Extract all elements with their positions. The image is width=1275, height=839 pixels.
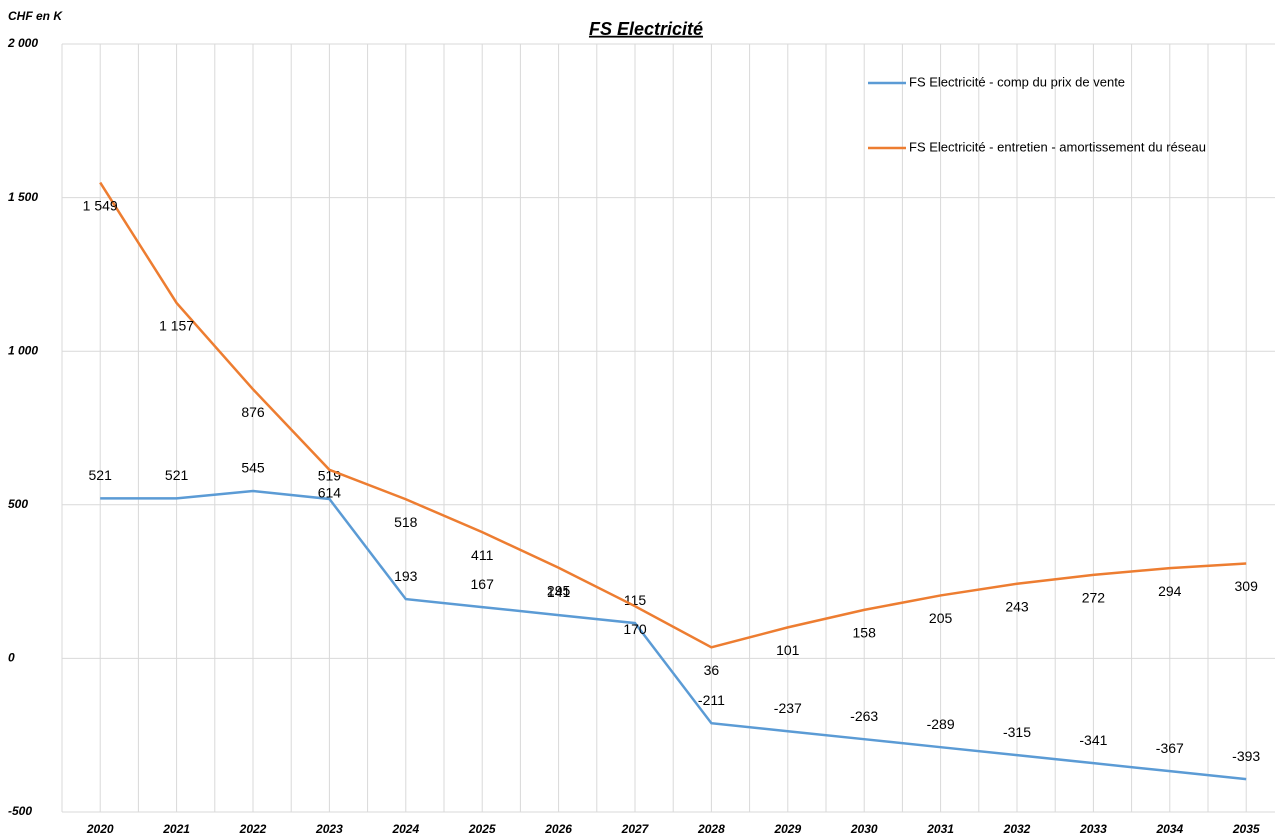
- legend-label: FS Electricité - entretien - amortisseme…: [909, 139, 1206, 154]
- x-tick-label: 2024: [391, 822, 419, 836]
- data-label: 411: [471, 547, 494, 563]
- data-label: 167: [471, 576, 495, 592]
- data-label: -341: [1079, 732, 1107, 748]
- x-tick-label: 2021: [162, 822, 190, 836]
- x-tick-label: 2031: [926, 822, 954, 836]
- data-label: 36: [704, 662, 720, 678]
- data-label: 614: [318, 484, 342, 500]
- data-label: 545: [241, 460, 265, 476]
- data-label: 101: [776, 642, 800, 658]
- data-label: 205: [929, 610, 953, 626]
- data-label: 294: [1158, 583, 1182, 599]
- data-label: -237: [774, 700, 802, 716]
- y-axis-title: CHF en K: [8, 9, 63, 23]
- x-tick-label: 2027: [621, 822, 650, 836]
- x-tick-label: 2028: [697, 822, 725, 836]
- data-label: 521: [89, 467, 113, 483]
- series-line: [99, 181, 1247, 649]
- data-label: 295: [547, 582, 571, 598]
- data-label: -289: [927, 716, 955, 732]
- data-label: 170: [623, 621, 647, 637]
- y-tick-label: 1 500: [8, 190, 38, 204]
- x-tick-label: 2026: [544, 822, 572, 836]
- data-label: 243: [1005, 598, 1029, 614]
- legend-label: FS Electricité - comp du prix de vente: [909, 74, 1125, 89]
- x-tick-label: 2035: [1232, 822, 1260, 836]
- y-tick-label: 500: [8, 497, 28, 511]
- data-label: 141: [547, 584, 571, 600]
- x-tick-label: 2032: [1003, 822, 1031, 836]
- data-label: 1 157: [159, 318, 194, 334]
- x-tick-label: 2022: [239, 822, 267, 836]
- data-label: -263: [850, 708, 878, 724]
- data-label: -367: [1156, 740, 1184, 756]
- y-tick-label: -500: [8, 804, 32, 818]
- y-tick-label: 1 000: [8, 343, 38, 357]
- x-tick-label: 2034: [1155, 822, 1183, 836]
- series-line: [100, 489, 1247, 781]
- data-label: 193: [394, 568, 418, 584]
- x-tick-label: 2029: [773, 822, 801, 836]
- data-label: 876: [241, 404, 265, 420]
- x-tick-label: 2033: [1079, 822, 1107, 836]
- x-tick-label: 2025: [468, 822, 496, 836]
- chart-title: FS Electricité: [589, 19, 703, 39]
- data-label: 158: [853, 625, 877, 641]
- data-label: -315: [1003, 724, 1031, 740]
- y-tick-label: 0: [8, 651, 15, 665]
- data-label: 309: [1235, 578, 1259, 594]
- data-label: 272: [1082, 590, 1106, 606]
- y-tick-label: 2 000: [7, 36, 38, 50]
- data-label: -211: [698, 692, 725, 708]
- x-tick-label: 2030: [850, 822, 878, 836]
- data-label: 518: [394, 514, 418, 530]
- data-label: -393: [1232, 748, 1260, 764]
- x-tick-label: 2020: [86, 822, 114, 836]
- x-tick-label: 2023: [315, 822, 343, 836]
- data-label: 1 549: [83, 197, 118, 213]
- data-label: 521: [165, 467, 189, 483]
